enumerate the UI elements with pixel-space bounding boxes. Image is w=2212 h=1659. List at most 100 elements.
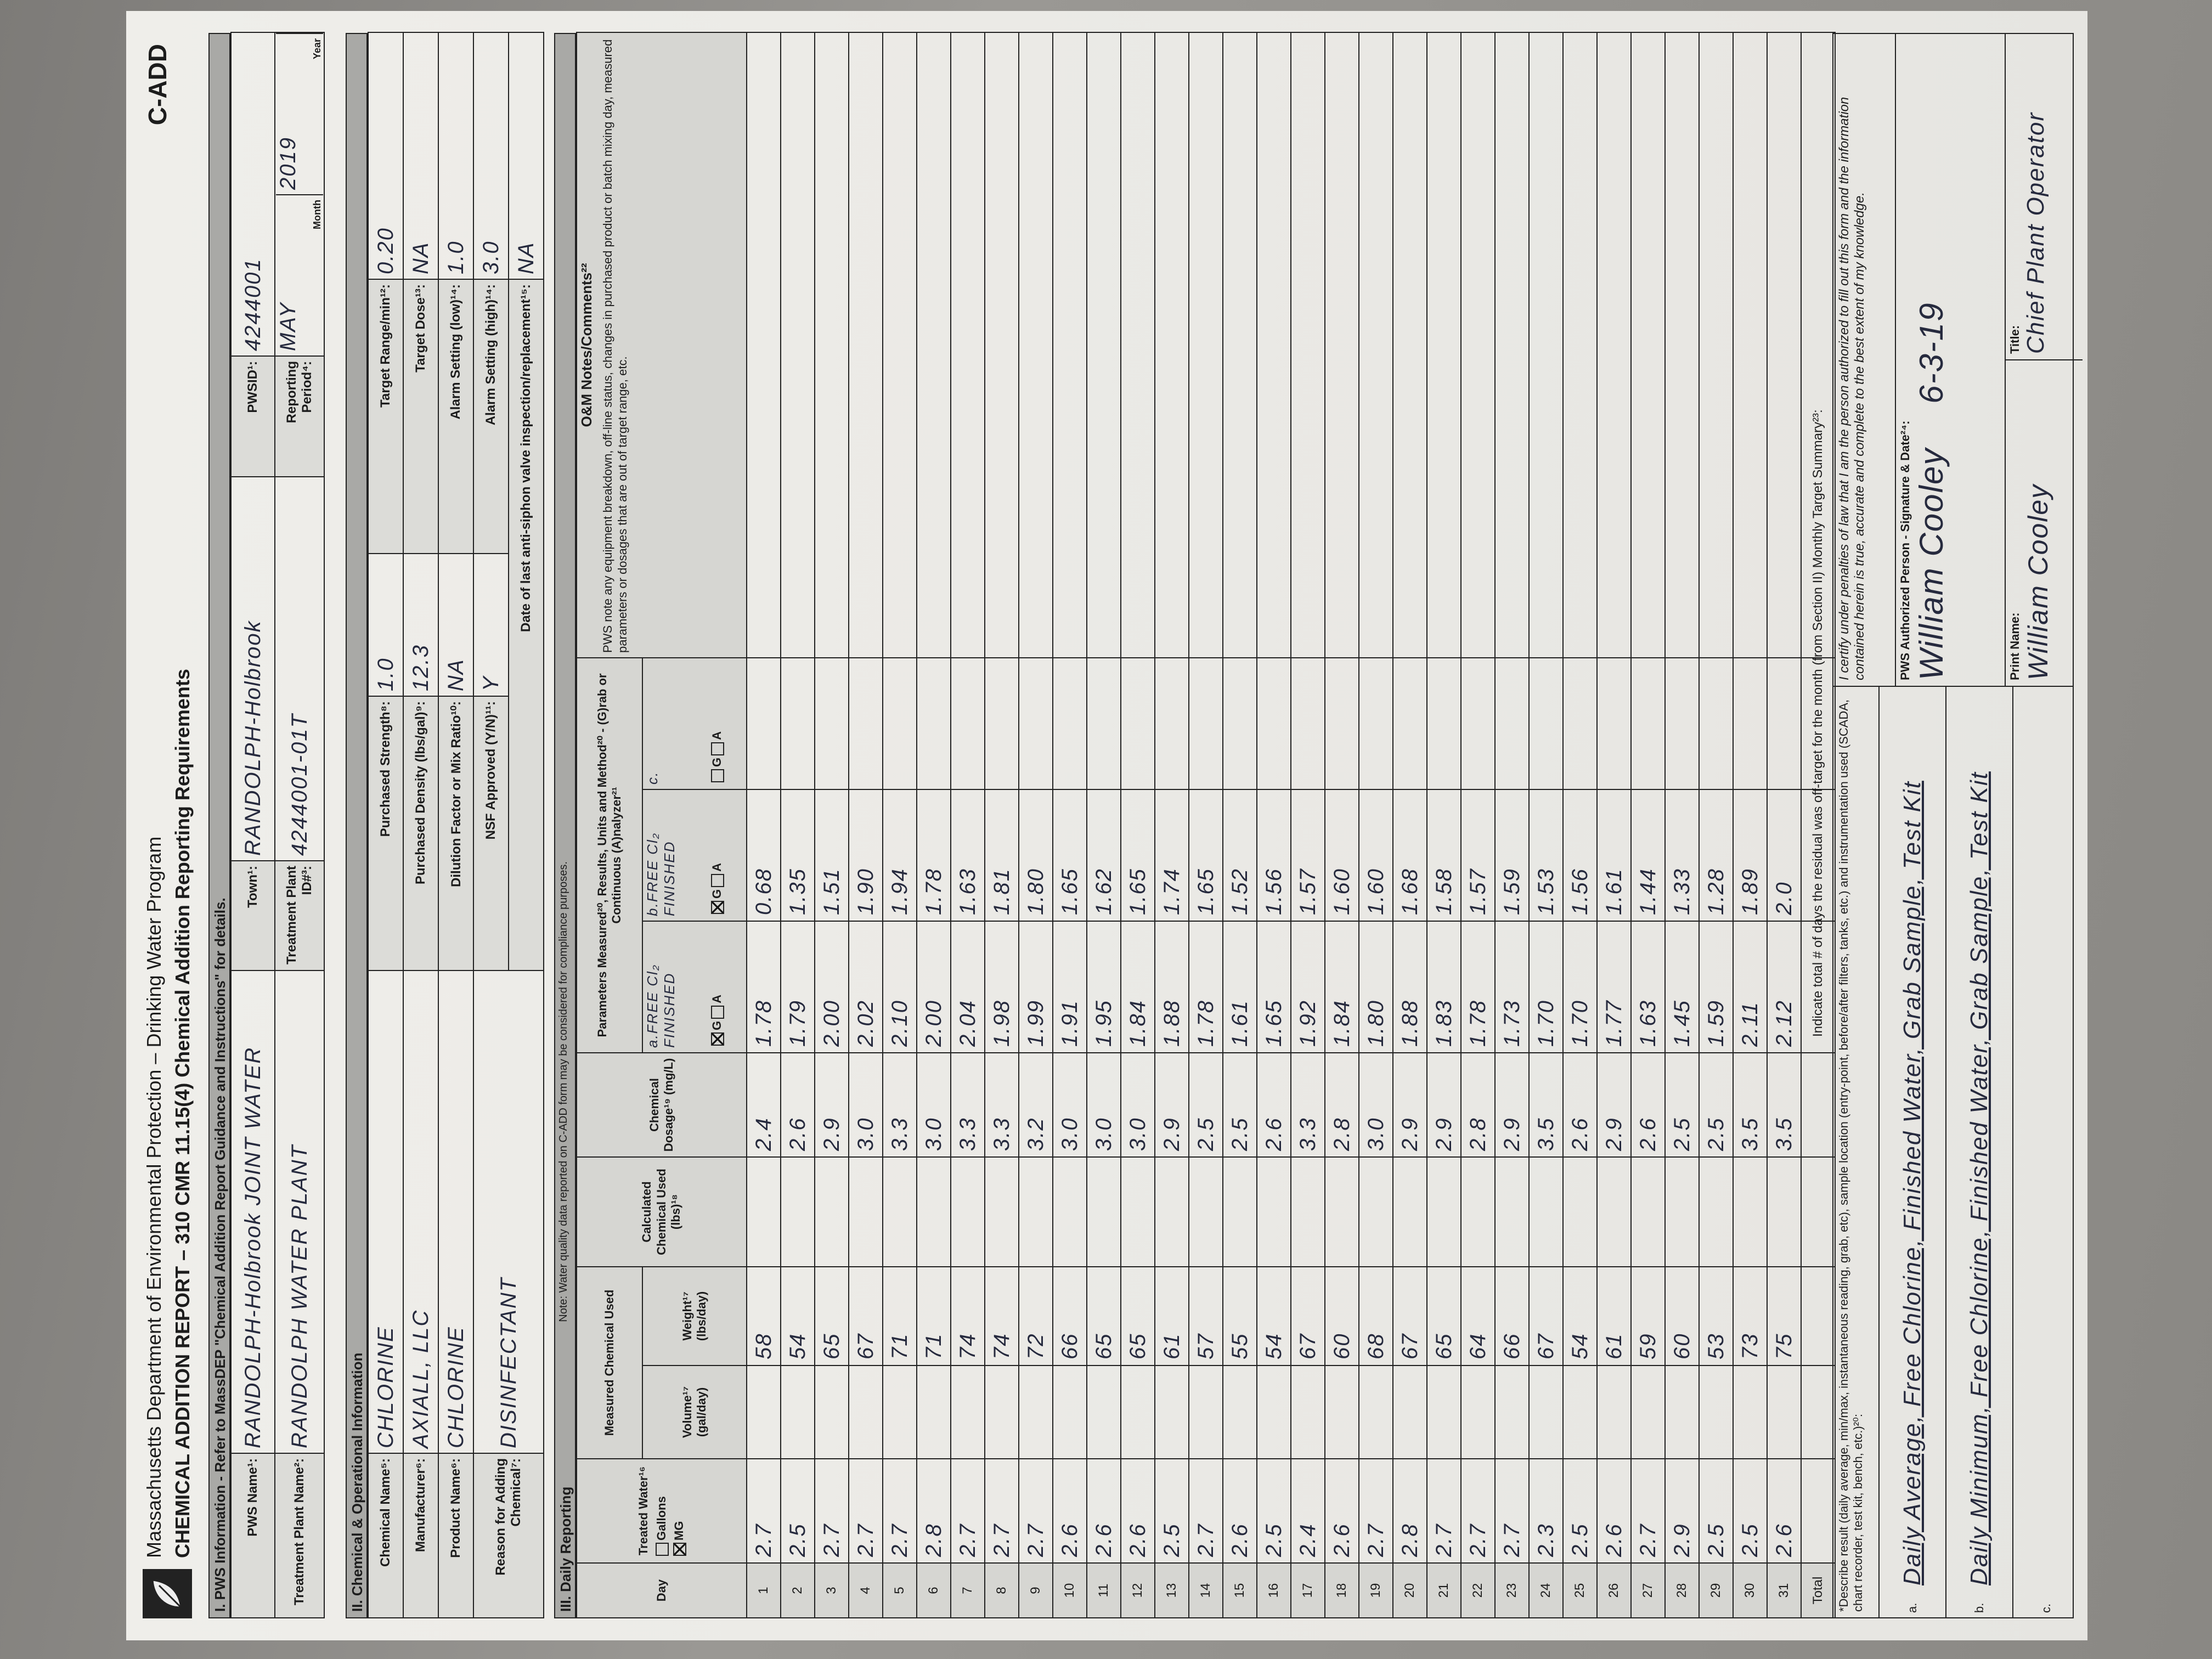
day-cell: 2.5 xyxy=(1699,1052,1733,1157)
certification-box: I certify under penalties of law that I … xyxy=(1832,33,2083,686)
field-label: Chemical Name⁵: xyxy=(368,1453,403,1618)
empty-cell xyxy=(1733,32,1767,658)
field-label: Alarm Setting (low)¹⁴: xyxy=(438,279,473,554)
day-cell: 1.78 xyxy=(1461,921,1495,1053)
day-cell: 1.35 xyxy=(781,789,815,921)
print-name: Print Name: William Cooley xyxy=(2006,360,2083,686)
empty-cell xyxy=(1801,1052,1835,1157)
day-cell: 2.12 xyxy=(1767,921,1801,1053)
body: PWS Name¹: RANDOLPH-Holbrook JOINT WATER T… xyxy=(231,32,324,1618)
day-row: 24 2.3 67 3.5 1.70 1.53 xyxy=(1529,32,1563,1618)
checkbox xyxy=(673,1543,687,1556)
empty-cell xyxy=(747,657,781,789)
day-cell: 24 xyxy=(1529,1563,1563,1618)
day-row: 7 2.7 74 3.3 2.04 1.63 xyxy=(951,32,985,1618)
day-cell: 1.62 xyxy=(1087,789,1121,921)
day-cell: 18 xyxy=(1325,1563,1359,1618)
empty-cell xyxy=(1597,1156,1631,1267)
field-value: AXIALL, LLC xyxy=(403,970,438,1453)
day-cell: 1.56 xyxy=(1257,789,1291,921)
day-cell: 2.7 xyxy=(815,1459,849,1563)
day-cell: 59 xyxy=(1631,1266,1665,1365)
day-cell: 3.3 xyxy=(1291,1052,1325,1157)
empty-cell xyxy=(1121,1365,1155,1459)
empty-cell xyxy=(985,1156,1019,1267)
empty-cell xyxy=(1767,32,1801,658)
day-cell: 71 xyxy=(917,1266,951,1365)
empty-cell xyxy=(951,32,985,658)
empty-cell xyxy=(1223,657,1257,789)
empty-cell xyxy=(1257,1365,1291,1459)
day-cell: 2.7 xyxy=(883,1459,917,1563)
day-row: 15 2.6 55 2.5 1.61 1.52 xyxy=(1223,32,1257,1618)
day-cell: 1.45 xyxy=(1665,921,1699,1053)
column-header: Calculated Chemical Used (lbs)¹⁸ xyxy=(577,1156,747,1267)
day-row: 25 2.5 54 2.6 1.70 1.56 xyxy=(1563,32,1597,1618)
checkbox xyxy=(711,1005,725,1019)
empty-cell xyxy=(1223,1365,1257,1459)
empty-cell xyxy=(883,1156,917,1267)
day-cell: 2 xyxy=(781,1563,815,1618)
day-cell: 65 xyxy=(815,1266,849,1365)
field-label: Manufacturer⁶: xyxy=(403,1453,438,1618)
day-cell: 2.6 xyxy=(1767,1459,1801,1563)
day-cell: 2.5 xyxy=(781,1459,815,1563)
day-cell: 1 xyxy=(747,1563,781,1618)
empty-cell xyxy=(1393,1156,1427,1267)
day-cell: 1.73 xyxy=(1495,921,1529,1053)
empty-cell xyxy=(1019,1365,1053,1459)
print-name-value: William Cooley xyxy=(2023,483,2053,680)
day-row: 26 2.6 61 2.9 1.77 1.61 xyxy=(1597,32,1631,1618)
day-cell: 2.5 xyxy=(1155,1459,1189,1563)
option-label: A xyxy=(710,862,724,872)
head: Day Treated Water¹⁶ Gallons MG Measured Chem… xyxy=(577,32,747,1618)
option-label: G xyxy=(710,1020,724,1030)
day-cell: 2.02 xyxy=(849,921,883,1053)
empty-cell xyxy=(985,1365,1019,1459)
empty-cell xyxy=(1563,1365,1597,1459)
empty-cell xyxy=(1801,1365,1835,1459)
day-cell: 1.59 xyxy=(1699,921,1733,1053)
day-cell: 20 xyxy=(1393,1563,1427,1618)
field-label: Target Dose¹³: xyxy=(403,279,438,554)
day-cell: 31 xyxy=(1767,1563,1801,1618)
day-cell: 1.91 xyxy=(1053,921,1087,1053)
day-cell: 54 xyxy=(1257,1266,1291,1365)
empty-cell xyxy=(1393,657,1427,789)
day-cell: 53 xyxy=(1699,1266,1733,1365)
item-text: Daily Minimum, Free Chlorine, Finished W… xyxy=(1966,771,1993,1585)
day-cell: 1.58 xyxy=(1427,789,1461,921)
day-row: 31 2.6 75 3.5 2.12 2.0 xyxy=(1767,32,1801,1618)
field-label: Purchased Density (lbs/gal)⁹: xyxy=(403,696,438,970)
section-heading: I. PWS Information - Refer to MassDEP "C… xyxy=(208,33,230,1618)
column-header: Day xyxy=(577,1563,747,1618)
form-title: CHEMICAL ADDITION REPORT – 310 CMR 11.15… xyxy=(171,669,194,1558)
empty-cell xyxy=(1053,1156,1087,1267)
method-options: GA xyxy=(710,926,725,1048)
day-cell: 3.0 xyxy=(1359,1052,1393,1157)
item-marker: b. xyxy=(1972,1602,1986,1613)
agency-name: Massachusetts Department of Environmenta… xyxy=(143,836,165,1558)
day-cell: 3.0 xyxy=(849,1052,883,1157)
empty-cell xyxy=(1631,32,1665,658)
day-cell: 2.11 xyxy=(1733,921,1767,1053)
day-cell: 1.80 xyxy=(1359,921,1393,1053)
day-cell: 2.7 xyxy=(1189,1459,1223,1563)
empty-cell xyxy=(781,1156,815,1267)
notes-hint: PWS note any equipment breakdown, off-li… xyxy=(601,39,629,653)
day-row: 21 2.7 65 2.9 1.83 1.58 xyxy=(1427,32,1461,1618)
field-value: 12.3 xyxy=(403,554,438,696)
empty-cell xyxy=(985,32,1019,658)
empty-cell xyxy=(1155,1156,1189,1267)
checkbox xyxy=(711,769,725,782)
day-cell: 2.5 xyxy=(1665,1052,1699,1157)
day-cell: 11 xyxy=(1087,1563,1121,1618)
day-row: 8 2.7 74 3.3 1.98 1.81 xyxy=(985,32,1019,1618)
day-cell: 14 xyxy=(1189,1563,1223,1618)
describe-item: b. Daily Minimum, Free Chlorine, Finished… xyxy=(1945,687,2012,1617)
field-label: Purchased Strength⁸: xyxy=(368,696,403,970)
day-cell: 2.5 xyxy=(1699,1459,1733,1563)
day-cell: 1.65 xyxy=(1257,921,1291,1053)
empty-cell xyxy=(1053,32,1087,658)
day-cell: 2.5 xyxy=(1257,1459,1291,1563)
